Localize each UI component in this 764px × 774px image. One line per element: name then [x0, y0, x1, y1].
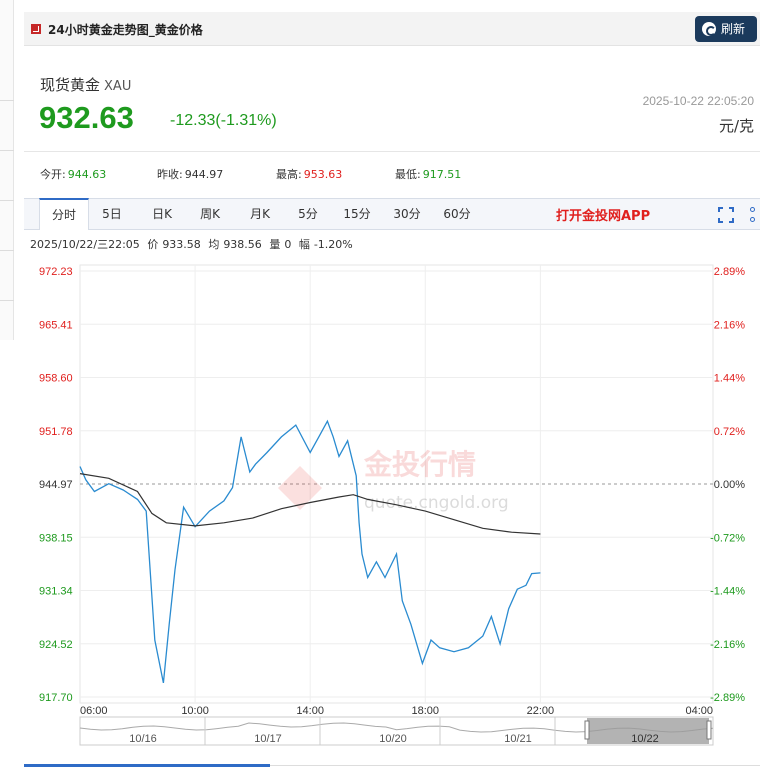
y-axis-prices: 972.23 965.41 958.60 951.78 944.97 938.15 931.…	[39, 266, 73, 704]
y-tick-label: 917.70	[39, 692, 73, 704]
section-divider	[270, 765, 760, 766]
stat-open: 今开: 944.63	[40, 166, 106, 182]
stat-prev-close: 昨收: 944.97	[157, 166, 223, 182]
active-section-bar	[24, 764, 270, 767]
x-tick-label: 22:00	[527, 705, 555, 717]
asset-name-text: 现货黄金	[40, 76, 101, 94]
y-axis-percent: 2.89% 2.16% 1.44% 0.72% 0.00% -0.72% -1.44% -2.…	[710, 266, 745, 704]
status-amp: -1.20%	[313, 238, 353, 251]
pct-tick-label: 0.72%	[714, 426, 745, 438]
status-price-label: 价	[147, 238, 159, 251]
watermark-subtext: quote.cngold.org	[364, 493, 509, 513]
tab-monthly-k[interactable]: 月K	[250, 207, 270, 221]
status-vol: 0	[284, 238, 292, 251]
status-datetime: 2025/10/22/三22:05	[30, 238, 140, 251]
tab-5day[interactable]: 5日	[102, 207, 122, 221]
y-tick-label: 924.52	[39, 639, 73, 651]
stat-open-label: 今开:	[40, 168, 66, 181]
status-amp-label: 幅	[298, 238, 310, 251]
pct-tick-label: -1.44%	[710, 586, 745, 598]
refresh-button[interactable]: 刷新	[695, 16, 757, 42]
stat-low: 最低: 917.51	[395, 166, 461, 182]
current-price: 932.63	[39, 100, 134, 135]
y-tick-label: 931.34	[39, 586, 73, 598]
pct-tick-label: 1.44%	[714, 373, 745, 385]
x-tick-label: 18:00	[412, 705, 440, 717]
pct-tick-label: 2.89%	[714, 266, 745, 278]
stat-prev-close-value: 944.97	[184, 168, 224, 181]
period-tabs: 分时 5日 日K 周K 月K 5分 15分 30分 60分 打开金投网APP	[24, 198, 760, 230]
x-tick-label: 10:00	[181, 705, 209, 717]
page-title: 24小时黄金走势图_黄金价格	[48, 23, 203, 37]
stat-prev-close-label: 昨收:	[157, 168, 183, 181]
status-avg-label: 均	[208, 238, 220, 251]
divider	[24, 151, 760, 152]
tab-5min[interactable]: 5分	[298, 207, 318, 221]
chart-lines	[79, 419, 541, 684]
tab-intraday[interactable]: 分时	[39, 198, 89, 230]
left-scroll-strip	[0, 0, 14, 340]
navigator-date-label: 10/17	[254, 733, 282, 745]
header-bar: 24小时黄金走势图_黄金价格 刷新	[24, 12, 760, 46]
price-change: -12.33(-1.31%)	[170, 112, 277, 129]
tab-daily-k[interactable]: 日K	[152, 207, 172, 221]
asset-code: XAU	[104, 79, 132, 94]
fullscreen-icon[interactable]	[718, 207, 734, 223]
refresh-icon	[702, 22, 716, 36]
navigator-selection[interactable]	[587, 718, 709, 744]
asset-name: 现货黄金 XAU	[40, 74, 131, 95]
tab-60min[interactable]: 60分	[443, 207, 471, 221]
watermark-logo-icon	[278, 466, 322, 510]
range-navigator[interactable]: 10/16 10/17 10/20 10/21 10/22	[79, 716, 714, 746]
navigator-date-label: 10/16	[129, 733, 157, 745]
y-tick-label: 951.78	[39, 426, 73, 438]
more-options-icon[interactable]	[748, 206, 758, 224]
stat-low-label: 最低:	[395, 168, 421, 181]
x-tick-label: 06:00	[80, 705, 108, 717]
x-tick-label: 04:00	[685, 705, 713, 717]
plot-border	[79, 264, 714, 704]
pct-tick-label: -2.16%	[710, 639, 745, 651]
status-avg: 938.56	[223, 238, 262, 251]
price-line	[79, 419, 541, 684]
navigator-handle-left[interactable]	[584, 720, 590, 740]
stat-high-value: 953.63	[303, 168, 343, 181]
status-vol-label: 量	[269, 238, 281, 251]
y-tick-label: 958.60	[39, 373, 73, 385]
pct-tick-label: -2.89%	[710, 692, 745, 704]
stat-low-value: 917.51	[422, 168, 462, 181]
navigator-date-label: 10/21	[504, 733, 532, 745]
navigator-handle-right[interactable]	[706, 720, 712, 740]
x-axis-time: 06:00 10:00 14:00 18:00 22:00 04:00	[80, 705, 713, 717]
navigator-date-label: 10/20	[379, 733, 407, 745]
pct-tick-label: -0.72%	[710, 532, 745, 544]
stat-open-value: 944.63	[67, 168, 107, 181]
refresh-label: 刷新	[721, 22, 746, 36]
stat-high-label: 最高:	[276, 168, 302, 181]
tab-weekly-k[interactable]: 周K	[200, 207, 220, 221]
stat-high: 最高: 953.63	[276, 166, 342, 182]
navigator-date-label: 10/22	[631, 733, 659, 745]
y-tick-label: 938.15	[39, 532, 73, 544]
price-unit: 元/克	[718, 117, 754, 135]
y-tick-label: 965.41	[39, 319, 73, 331]
status-price: 933.58	[162, 238, 201, 251]
tab-15min[interactable]: 15分	[343, 207, 371, 221]
y-tick-label: 944.97	[39, 479, 73, 491]
pct-tick-label: 2.16%	[714, 319, 745, 331]
tab-30min[interactable]: 30分	[393, 207, 421, 221]
x-tick-label: 14:00	[296, 705, 324, 717]
watermark-text: 金投行情	[363, 448, 476, 481]
quote-timestamp: 2025-10-22 22:05:20	[642, 94, 754, 108]
open-app-link[interactable]: 打开金投网APP	[556, 209, 651, 224]
chart-grid	[79, 264, 714, 704]
watermark: 金投行情 quote.cngold.org	[278, 448, 509, 513]
average-line	[79, 473, 541, 535]
y-tick-label: 972.23	[39, 266, 73, 278]
chart-bullet-icon	[31, 24, 41, 34]
pct-tick-label: 0.00%	[714, 479, 745, 491]
